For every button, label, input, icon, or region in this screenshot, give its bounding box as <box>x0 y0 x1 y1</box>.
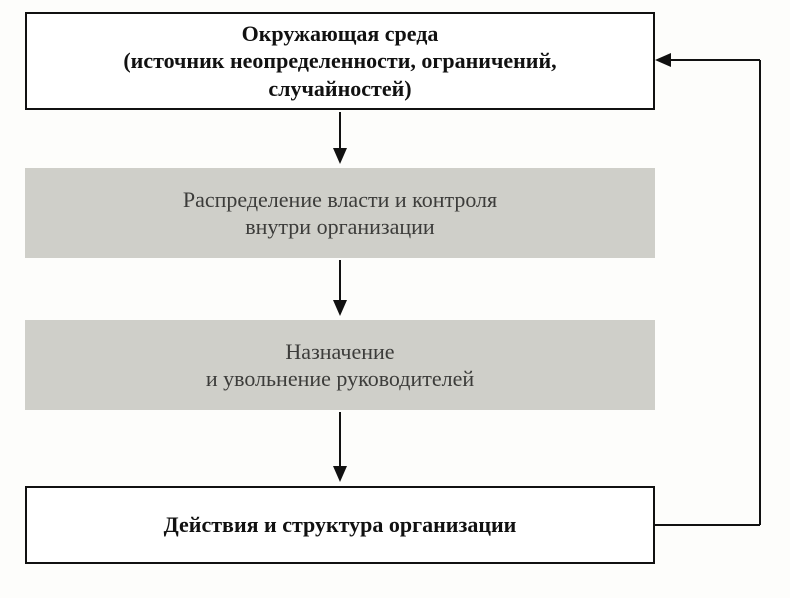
node-power-line1: Распределение власти и контроля <box>183 186 497 214</box>
node-appointment-line2: и увольнение руководителей <box>206 365 474 393</box>
node-environment-line1: Окружающая среда <box>123 20 556 48</box>
node-environment-line3: случайностей) <box>123 75 556 103</box>
node-power-distribution: Распределение власти и контроля внутри о… <box>25 168 655 258</box>
node-environment-line2: (источник неопределенности, ограничений, <box>123 47 556 75</box>
node-appointment-line1: Назначение <box>206 338 474 366</box>
node-power-line2: внутри организации <box>183 213 497 241</box>
flowchart: Окружающая среда (источник неопределенно… <box>0 0 790 598</box>
node-appointment: Назначение и увольнение руководителей <box>25 320 655 410</box>
node-actions-structure: Действия и структура организации <box>25 486 655 564</box>
node-actions-line1: Действия и структура организации <box>164 511 517 539</box>
node-environment: Окружающая среда (источник неопределенно… <box>25 12 655 110</box>
